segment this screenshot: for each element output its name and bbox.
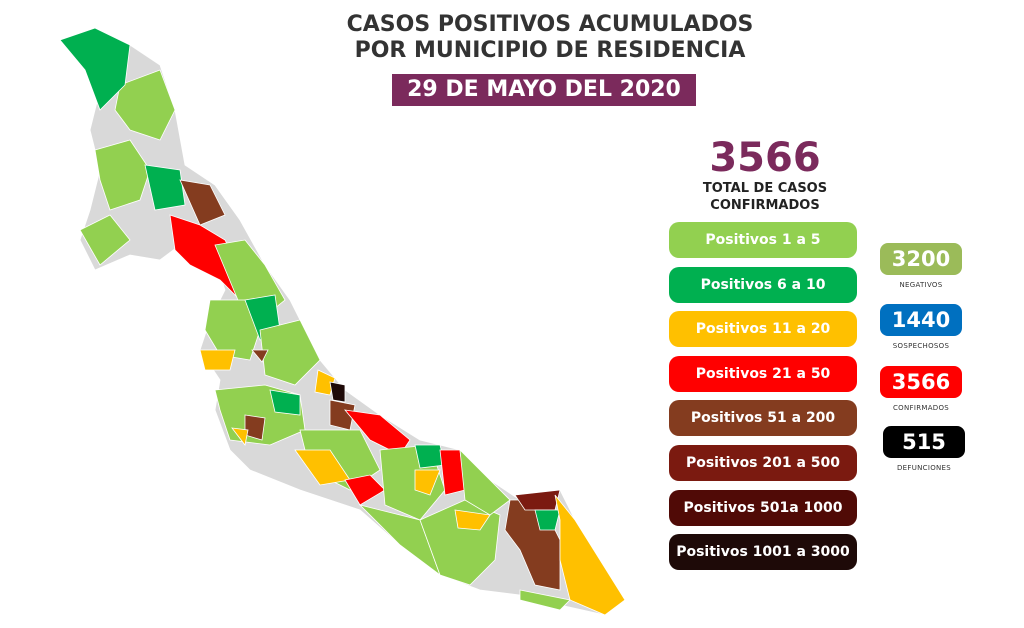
total-cases: 3566 bbox=[709, 135, 821, 181]
total-label-line-1: TOTAL DE CASOS bbox=[702, 181, 828, 196]
legend-item-501-1000: Positivos 501a 1000 bbox=[669, 489, 857, 526]
municipality-region bbox=[94, 139, 151, 211]
municipality-region bbox=[244, 414, 266, 441]
legend-item-1001-3000: Positivos 1001 a 3000 bbox=[669, 534, 857, 571]
stat-confirmados: 3566 CONFIRMADOS bbox=[880, 366, 962, 412]
municipality-region bbox=[231, 427, 249, 446]
stat-negativos: 3200 NEGATIVOS bbox=[880, 243, 962, 289]
municipality-region bbox=[179, 179, 226, 226]
municipality-region bbox=[414, 469, 441, 496]
title-line-2: POR MUNICIPIO DE RESIDENCIA bbox=[354, 38, 746, 63]
stat-sospechosos-label: SOSPECHOSOS bbox=[892, 342, 950, 350]
stat-defunciones: 515 DEFUNCIONES bbox=[883, 426, 965, 472]
date-banner: 29 DE MAYO DEL 2020 bbox=[392, 74, 696, 106]
total-label-line-2: CONFIRMADOS bbox=[710, 198, 820, 213]
title-line-1: CASOS POSITIVOS ACUMULADOS bbox=[346, 12, 754, 37]
legend-item-1-5: Positivos 1 a 5 bbox=[669, 222, 857, 258]
municipality-region bbox=[554, 494, 626, 616]
stat-negativos-value: 3200 bbox=[880, 243, 962, 275]
municipality-region bbox=[454, 509, 491, 531]
stat-negativos-label: NEGATIVOS bbox=[899, 281, 943, 289]
municipality-region bbox=[251, 349, 269, 363]
municipality-region bbox=[314, 369, 336, 396]
veracruz-municipality-map bbox=[59, 27, 626, 616]
municipality-region bbox=[144, 164, 186, 211]
municipality-region bbox=[329, 381, 346, 403]
municipality-region bbox=[534, 509, 561, 531]
stat-confirmados-value: 3566 bbox=[880, 366, 962, 398]
municipality-region bbox=[114, 69, 176, 141]
stat-defunciones-value: 515 bbox=[883, 426, 965, 458]
stat-sospechosos: 1440 SOSPECHOSOS bbox=[880, 304, 962, 350]
municipality-region bbox=[519, 589, 571, 611]
stat-defunciones-label: DEFUNCIONES bbox=[896, 464, 952, 472]
municipality-region bbox=[79, 214, 131, 266]
legend-item-201-500: Positivos 201 a 500 bbox=[669, 444, 857, 481]
legend: Positivos 1 a 5 Positivos 6 a 10 Positiv… bbox=[669, 222, 857, 579]
stat-confirmados-label: CONFIRMADOS bbox=[892, 404, 950, 412]
municipality-region bbox=[269, 389, 301, 416]
municipality-region bbox=[259, 319, 321, 386]
legend-item-51-200: Positivos 51 a 200 bbox=[669, 400, 857, 437]
municipality-region bbox=[459, 448, 511, 516]
total-cases-label: TOTAL DE CASOS CONFIRMADOS bbox=[660, 180, 870, 214]
legend-item-11-20: Positivos 11 a 20 bbox=[669, 311, 857, 348]
municipality-region bbox=[199, 349, 236, 371]
legend-item-21-50: Positivos 21 a 50 bbox=[669, 355, 857, 392]
stat-sospechosos-value: 1440 bbox=[880, 304, 962, 336]
legend-item-6-10: Positivos 6 a 10 bbox=[669, 266, 857, 303]
municipality-region bbox=[59, 27, 131, 111]
